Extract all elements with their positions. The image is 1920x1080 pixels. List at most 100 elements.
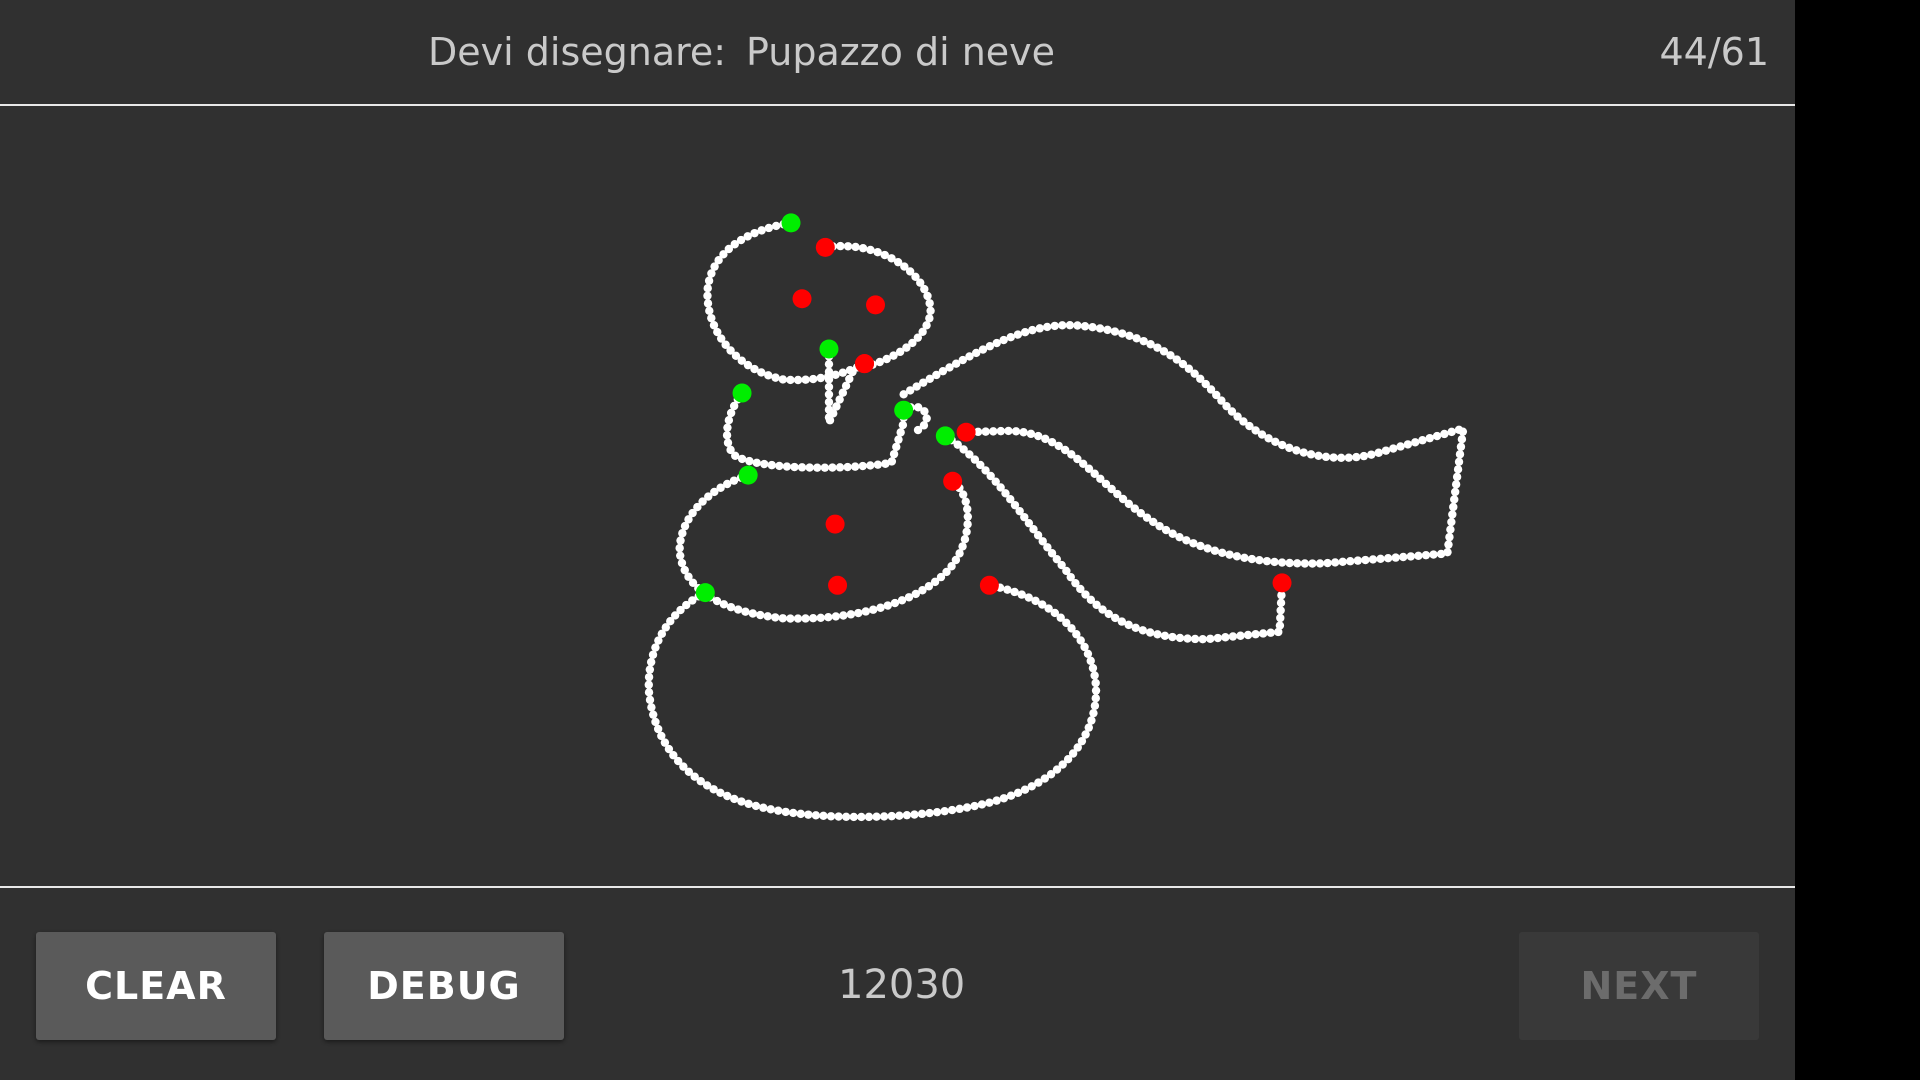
stroke-dot <box>940 806 949 816</box>
stroke-dot <box>1203 544 1212 553</box>
stroke-dot <box>1258 629 1268 638</box>
stroke-dot <box>790 462 799 472</box>
stroke-dot <box>1425 433 1434 443</box>
stroke-dot <box>703 299 713 308</box>
stroke-dot <box>1172 355 1182 364</box>
stroke-dot <box>722 431 732 440</box>
stroke-dot <box>1089 708 1098 718</box>
stroke-dot <box>978 345 988 354</box>
stroke-dot <box>1020 512 1029 522</box>
stroke-dot <box>992 338 1001 348</box>
stroke-dot <box>1010 500 1020 510</box>
stroke-dot <box>736 235 746 245</box>
stroke-dot <box>866 461 875 470</box>
stroke-dot <box>1086 656 1095 666</box>
stroke-dot <box>912 382 921 391</box>
stroke-dot <box>688 508 697 518</box>
stroke-dot <box>1079 459 1088 469</box>
stroke-dot <box>709 785 718 794</box>
stroke-dot <box>801 375 810 384</box>
stroke-dot <box>991 477 1000 486</box>
stroke-end-point <box>943 471 963 491</box>
stroke-dot <box>1367 450 1376 459</box>
stroke-dot <box>981 427 990 436</box>
stroke-dot <box>919 378 928 387</box>
stroke-dot <box>996 483 1005 492</box>
stroke-dot <box>743 360 753 370</box>
stroke-dot <box>1293 559 1302 568</box>
stroke-end-point <box>854 354 874 374</box>
stroke-dot <box>1096 474 1105 484</box>
stroke-dot <box>757 368 766 377</box>
stroke-dot <box>723 791 732 801</box>
stroke-dot <box>657 731 666 741</box>
stroke-dot <box>1455 450 1465 459</box>
stroke-dot <box>1277 558 1287 567</box>
stroke-dot <box>688 596 697 605</box>
stroke-dot <box>673 756 683 766</box>
stroke-dot <box>723 423 732 432</box>
drawing-canvas[interactable] <box>0 106 1795 886</box>
stroke-dot <box>1034 431 1043 441</box>
stroke-dot <box>756 610 765 620</box>
stroke-dot <box>752 458 761 467</box>
next-button[interactable]: NEXT <box>1519 932 1759 1040</box>
stroke-dot <box>953 440 962 449</box>
stroke-dot <box>696 777 705 786</box>
stroke-dot <box>1072 630 1081 639</box>
stroke-dot <box>963 512 973 521</box>
stroke-dot <box>702 781 712 790</box>
stroke-dot <box>1383 554 1393 563</box>
stroke-dot <box>1245 421 1254 431</box>
stroke-dot <box>793 375 803 385</box>
single-tap-point <box>825 514 845 534</box>
stroke-dot <box>653 724 663 734</box>
stroke-dot <box>1232 552 1242 561</box>
stroke-dot <box>1201 379 1210 389</box>
stroke-dot <box>1065 320 1075 330</box>
stroke-dot <box>714 256 723 265</box>
stroke-dot <box>1153 630 1162 639</box>
stroke-dot <box>911 589 920 599</box>
stroke-dot <box>1047 549 1057 558</box>
stroke-dot <box>858 461 867 471</box>
stroke-dot <box>1276 598 1286 608</box>
stroke-dot <box>1222 401 1231 411</box>
stroke-dot <box>963 520 972 529</box>
stroke-dot <box>848 367 857 377</box>
stroke-dot <box>922 414 931 423</box>
stroke-dot <box>918 586 927 595</box>
stroke-dot <box>959 445 968 454</box>
stroke-dot <box>1011 427 1021 436</box>
stroke-dot <box>1285 443 1294 453</box>
stroke-dot <box>737 797 746 806</box>
stroke-dot <box>704 276 714 285</box>
stroke-dot <box>1277 591 1286 600</box>
stroke-dot <box>644 680 653 689</box>
single-tap-point <box>866 295 886 315</box>
stroke-dot <box>778 375 788 384</box>
debug-button[interactable]: DEBUG <box>324 932 564 1040</box>
drawing-surface[interactable] <box>0 106 1795 886</box>
stroke-dot <box>1029 525 1038 534</box>
stroke-dot <box>824 359 834 369</box>
stroke-dot <box>1451 480 1461 489</box>
stroke-dot <box>707 313 716 323</box>
stroke-dot <box>1450 495 1459 504</box>
stroke-dot <box>1118 329 1127 338</box>
stroke-dot <box>899 390 908 399</box>
stroke-dot <box>1103 325 1112 335</box>
stroke-dot <box>1013 330 1023 339</box>
stroke-dot <box>757 226 766 235</box>
stroke-dot <box>766 805 775 814</box>
stroke-dot <box>835 463 845 472</box>
stroke-dot <box>1090 671 1099 680</box>
stroke-dot <box>1239 417 1248 426</box>
stroke-dot <box>841 381 851 391</box>
stroke-dot <box>1396 442 1405 451</box>
stroke-dot <box>751 801 761 811</box>
stroke-dot <box>731 451 740 461</box>
stroke-dot <box>925 374 934 384</box>
stroke-end-point <box>979 575 999 595</box>
clear-button[interactable]: CLEAR <box>36 932 276 1040</box>
